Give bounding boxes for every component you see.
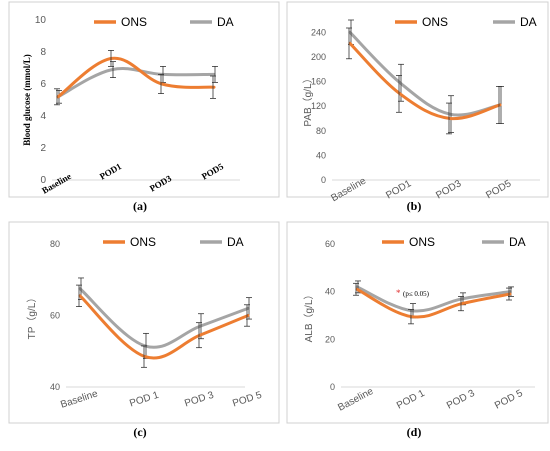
y-tick-label: 2	[40, 143, 46, 154]
error-bar-ons	[408, 309, 414, 325]
panel-frame	[286, 1, 549, 198]
legend: ONS DA	[94, 15, 234, 29]
error-bar-ons	[244, 304, 250, 327]
y-tick-label: 0	[321, 175, 326, 185]
legend-label-ons: ONS	[121, 15, 147, 29]
y-axis-label: ALB（g/L）	[303, 290, 315, 343]
legend-label-da: DA	[227, 235, 244, 249]
legend-label-da: DA	[217, 15, 234, 29]
legend: ONS DA	[395, 15, 537, 29]
series-line-ons	[78, 294, 250, 360]
y-tick-label: 160	[311, 77, 326, 87]
panel-frame	[8, 1, 280, 198]
error-bar-ons	[396, 74, 402, 113]
y-tick-label: 20	[325, 334, 335, 344]
y-tick-label: 40	[325, 287, 335, 297]
y-axis-label: TP（g/L）	[26, 293, 38, 340]
series-line-ons	[56, 56, 216, 99]
y-tick-label: 0	[330, 382, 335, 392]
y-tick-label: 80	[50, 239, 60, 249]
legend-label-da: DA	[509, 235, 526, 249]
error-bar-ons	[141, 345, 147, 368]
significance-asterisk: *	[396, 288, 401, 298]
legend-label-ons: ONS	[130, 235, 156, 249]
y-tick-label: 0	[40, 175, 46, 186]
error-bar-ons	[346, 27, 352, 60]
error-bar-ons	[76, 284, 82, 307]
significance-note: (p≤ 0.05)	[403, 290, 430, 298]
error-bar-ons	[210, 75, 216, 99]
panel-label: (d)	[407, 425, 422, 439]
y-axis-label: PAB（g/L）	[302, 73, 314, 126]
y-tick-label: 120	[311, 101, 326, 111]
error-bar-ons	[108, 50, 114, 67]
y-tick-label: 40	[50, 382, 60, 392]
y-tick-label: 4	[40, 111, 46, 122]
y-tick-label: 40	[316, 150, 326, 160]
error-bar-ons	[496, 86, 502, 124]
legend-label-ons: ONS	[409, 235, 435, 249]
error-bar-ons	[506, 287, 512, 301]
series-line-da	[355, 285, 512, 313]
y-tick-label: 6	[40, 79, 46, 90]
series-line-da	[348, 30, 502, 117]
series-line-ons	[348, 41, 502, 121]
legend: ONS DA	[103, 235, 244, 249]
y-tick-label: 80	[316, 126, 326, 136]
series-line-ons	[355, 287, 512, 319]
panel-frame	[8, 221, 280, 424]
error-bar-ons	[353, 282, 359, 296]
error-bar-ons	[196, 322, 202, 349]
y-tick-label: 10	[35, 15, 47, 26]
panel-label: (c)	[133, 425, 146, 439]
legend: ONS DA	[382, 235, 526, 249]
panel-label: (a)	[133, 199, 147, 213]
error-bar-ons	[458, 296, 464, 312]
series-line-da	[78, 287, 250, 349]
panel-frame	[286, 221, 549, 424]
y-axis-label: Blood glucose (mmol/L)	[22, 54, 32, 146]
error-bar-ons	[446, 102, 452, 135]
y-tick-label: 240	[311, 27, 326, 37]
y-tick-label: 8	[40, 47, 46, 58]
legend-label-ons: ONS	[422, 15, 448, 29]
panel-label: (b)	[407, 199, 422, 213]
error-bar-ons	[158, 74, 164, 94]
legend-label-da: DA	[520, 15, 537, 29]
y-tick-label: 60	[50, 311, 60, 321]
y-tick-label: 60	[325, 239, 335, 249]
error-bar-ons	[54, 88, 60, 106]
y-tick-label: 200	[311, 52, 326, 62]
